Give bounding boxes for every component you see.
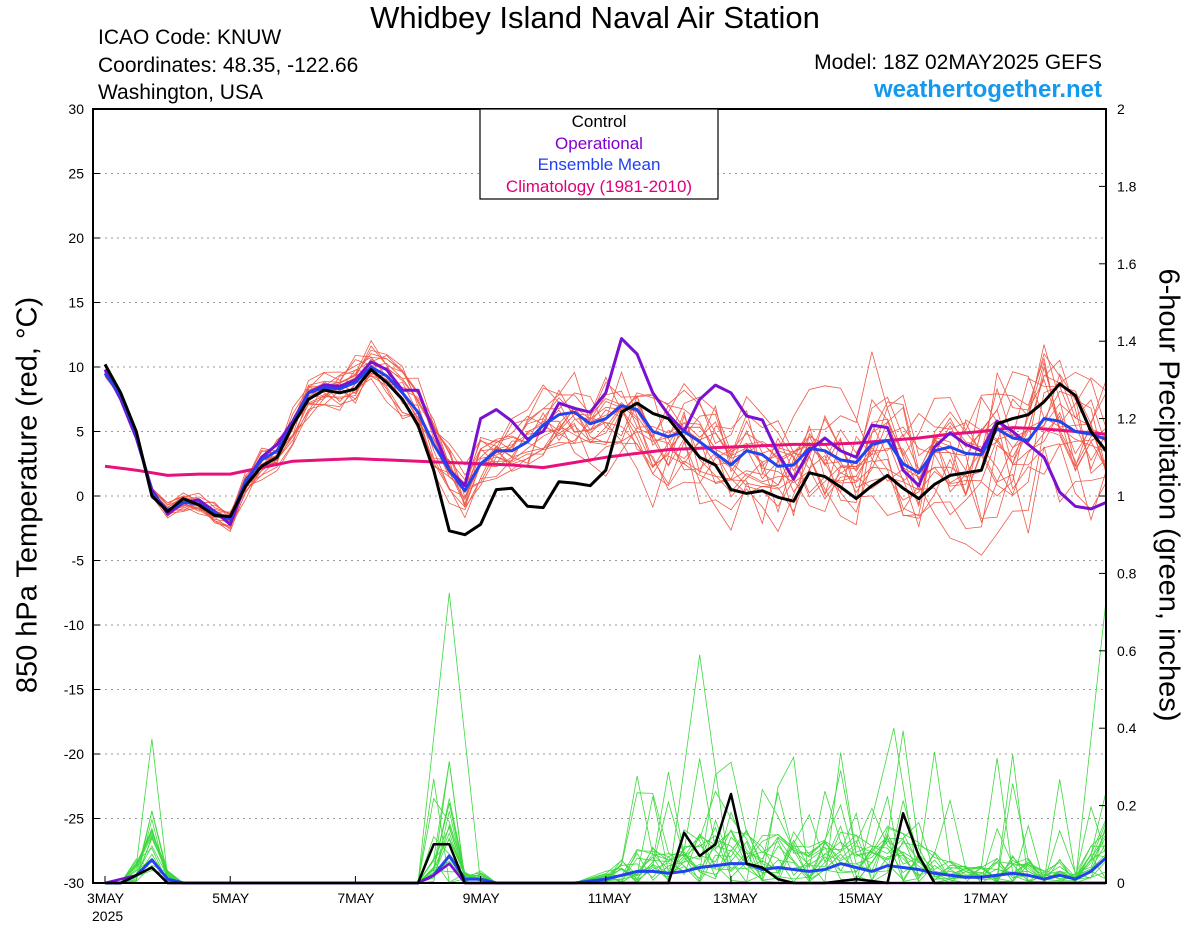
temp-member-line	[104, 359, 1107, 517]
y-tick-label-left: -25	[64, 811, 84, 827]
ensemble-mean-line	[103, 365, 1107, 521]
y-tick-label-right: 1.6	[1117, 256, 1137, 272]
y-tick-label-left: -15	[64, 682, 84, 698]
y-tick-label-right: 0.8	[1117, 565, 1137, 581]
y-tick-label-right: 0.2	[1117, 798, 1137, 814]
y-tick-label-left: -5	[72, 553, 85, 569]
x-tick-label: 11MAY	[588, 890, 632, 906]
x-tick-label: 5MAY	[212, 890, 250, 906]
axis-ticks: 302520151050-5-10-15-20-25-3021.81.61.41…	[64, 101, 1137, 924]
x-tick-label: 17MAY	[963, 890, 1009, 906]
legend-climatology: Climatology (1981-2010)	[506, 177, 692, 196]
site-link[interactable]: weathertogether.net	[873, 76, 1102, 103]
series-layer	[103, 337, 1108, 885]
y-tick-label-left: -30	[64, 875, 84, 891]
y-tick-label-right: 2	[1117, 101, 1125, 117]
precip-member-line	[668, 654, 732, 884]
ensemble-members	[104, 339, 1107, 884]
y-tick-label-right: 1	[1117, 488, 1125, 504]
x-tick-sublabel: 2025	[92, 908, 123, 924]
precip-member-line	[105, 757, 1107, 884]
x-tick-label: 13MAY	[713, 890, 759, 906]
temp-member-line	[104, 355, 1107, 533]
x-tick-label: 7MAY	[337, 890, 375, 906]
precip-member-line	[105, 755, 1107, 884]
control-line	[103, 363, 1108, 537]
y-tick-label-right: 0.4	[1117, 720, 1137, 736]
y-tick-label-left: -10	[64, 617, 84, 633]
y-tick-label-left: 25	[68, 166, 84, 182]
temp-member-line	[104, 369, 1107, 519]
y-tick-label-left: -20	[64, 746, 84, 762]
legend: Control Operational Ensemble Mean Climat…	[479, 108, 719, 200]
y-tick-label-left: 0	[76, 488, 84, 504]
precip-member-line	[417, 592, 481, 884]
legend-operational: Operational	[555, 134, 643, 153]
x-tick-label: 9MAY	[463, 890, 501, 906]
temp-member-line	[104, 366, 1107, 526]
y-tick-label-right: 1.2	[1117, 411, 1137, 427]
y-tick-label-left: 15	[68, 295, 84, 311]
y-tick-label-left: 30	[68, 101, 84, 117]
precip-member-line	[105, 792, 1107, 884]
temp-member-line	[104, 367, 1107, 513]
temp-member-line	[104, 362, 1107, 515]
x-tick-label: 15MAY	[838, 890, 884, 906]
precip-member-line	[105, 758, 1107, 884]
precip-control-line	[105, 792, 1106, 885]
y-tick-label-left: 5	[76, 424, 84, 440]
icao-code: ICAO Code: KNUW	[98, 26, 282, 49]
grid	[93, 173, 1106, 819]
precip-member-line	[105, 738, 1107, 884]
y-tick-label-right: 0	[1117, 875, 1125, 891]
legend-ensemble-mean: Ensemble Mean	[538, 155, 661, 174]
legend-control: Control	[572, 112, 627, 131]
precip-member-line	[1074, 600, 1107, 884]
y-tick-label-left: 20	[68, 230, 84, 246]
y-tick-label-right: 1.8	[1117, 178, 1137, 194]
precip-member-line	[105, 790, 1107, 884]
operational-line	[103, 337, 1107, 526]
model-run: Model: 18Z 02MAY2025 GEFS	[814, 51, 1102, 74]
legend-box	[479, 108, 719, 200]
chart-title: Whidbey Island Naval Air Station	[370, 0, 820, 35]
y-tick-label-left: 10	[68, 359, 84, 375]
y-tick-label-right: 0.6	[1117, 643, 1137, 659]
climatology-line	[104, 426, 1107, 477]
coordinates: Coordinates: 48.35, -122.66	[98, 54, 359, 77]
region: Washington, USA	[98, 81, 263, 104]
temp-member-line	[104, 358, 1107, 556]
x-tick-label: 3MAY	[87, 890, 125, 906]
y-tick-label-right: 1.4	[1117, 333, 1137, 349]
temp-member-line	[104, 355, 1107, 532]
